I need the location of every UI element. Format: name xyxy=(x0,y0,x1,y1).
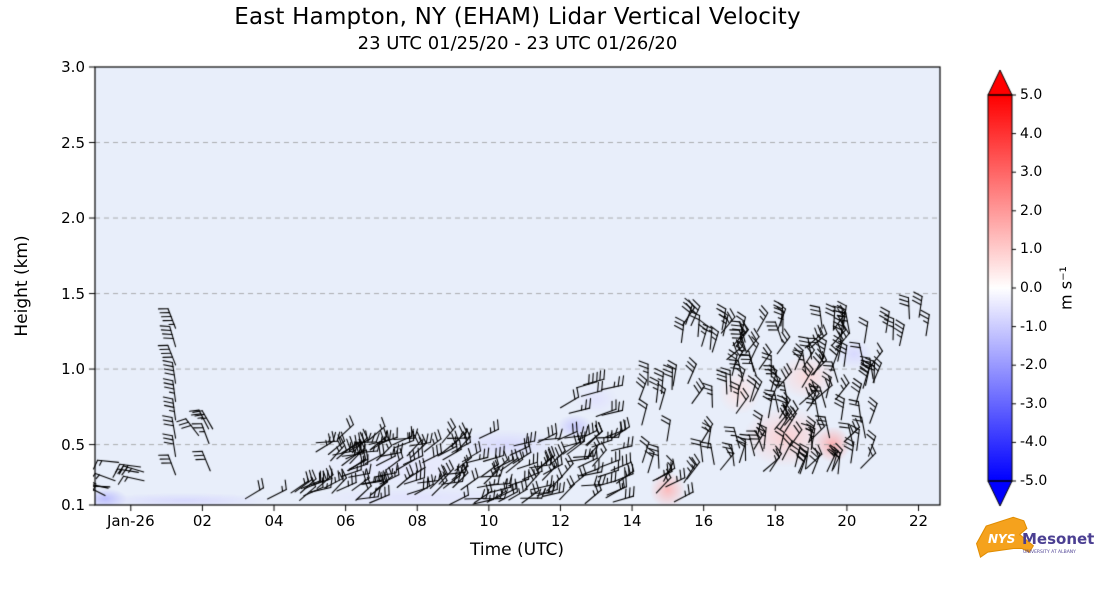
colorbar-tick-label: 2.0 xyxy=(1020,202,1043,219)
colorbar-tick-label: -5.0 xyxy=(1020,473,1048,489)
x-tick-label: 20 xyxy=(837,512,857,530)
logo-mesonet-text: Mesonet xyxy=(1022,530,1094,548)
ny-state-shape-icon xyxy=(975,516,1035,558)
y-axis-label: Height (km) xyxy=(12,235,32,337)
x-tick-label: 04 xyxy=(264,512,284,530)
colorbar-tick-label: 5.0 xyxy=(1020,87,1043,103)
colorbar-tick-label: -3.0 xyxy=(1020,395,1048,412)
chart-subtitle: 23 UTC 01/25/20 - 23 UTC 01/26/20 xyxy=(357,33,678,54)
colorbar-tick-label: 0.0 xyxy=(1020,280,1043,296)
y-tick-label: 0.1 xyxy=(61,496,85,514)
x-tick-label: 22 xyxy=(908,512,929,530)
colorbar-tick-label: -4.0 xyxy=(1020,434,1048,451)
colorbar-tick-label: -1.0 xyxy=(1020,318,1048,335)
logo-tagline-text: UNIVERSITY AT ALBANY xyxy=(1023,549,1076,555)
y-tick-label: 2.5 xyxy=(61,133,85,152)
colorbar-tick-label: -2.0 xyxy=(1020,357,1048,374)
colorbar-tick-label: 1.0 xyxy=(1020,241,1043,258)
y-tick-label: 2.0 xyxy=(61,209,85,228)
x-tick-label: Jan-26 xyxy=(106,512,155,530)
x-tick-label: 06 xyxy=(336,512,356,530)
y-tick-label: 1.0 xyxy=(61,360,85,379)
colorbar-label: m s⁻¹ xyxy=(1056,266,1076,310)
nys-mesonet-logo: NYS Mesonet UNIVERSITY AT ALBANY xyxy=(975,516,1094,558)
x-tick-label: 14 xyxy=(622,512,642,530)
x-tick-label: 16 xyxy=(694,512,714,530)
x-tick-label: 02 xyxy=(192,512,212,530)
y-tick-label: 1.5 xyxy=(61,284,85,303)
logo-nys-text: NYS xyxy=(988,532,1015,546)
x-axis-label: Time (UTC) xyxy=(470,540,564,560)
x-tick-label: 12 xyxy=(550,512,570,530)
x-tick-label: 08 xyxy=(407,512,427,530)
y-tick-label: 3.0 xyxy=(61,58,85,76)
colorbar-tick-label: 4.0 xyxy=(1020,125,1043,142)
y-tick-label: 0.5 xyxy=(61,435,85,454)
colorbar-tick-label: 3.0 xyxy=(1020,164,1043,181)
x-tick-label: 18 xyxy=(765,512,785,530)
chart-title: East Hampton, NY (EHAM) Lidar Vertical V… xyxy=(234,4,801,30)
x-tick-label: 10 xyxy=(479,512,499,530)
